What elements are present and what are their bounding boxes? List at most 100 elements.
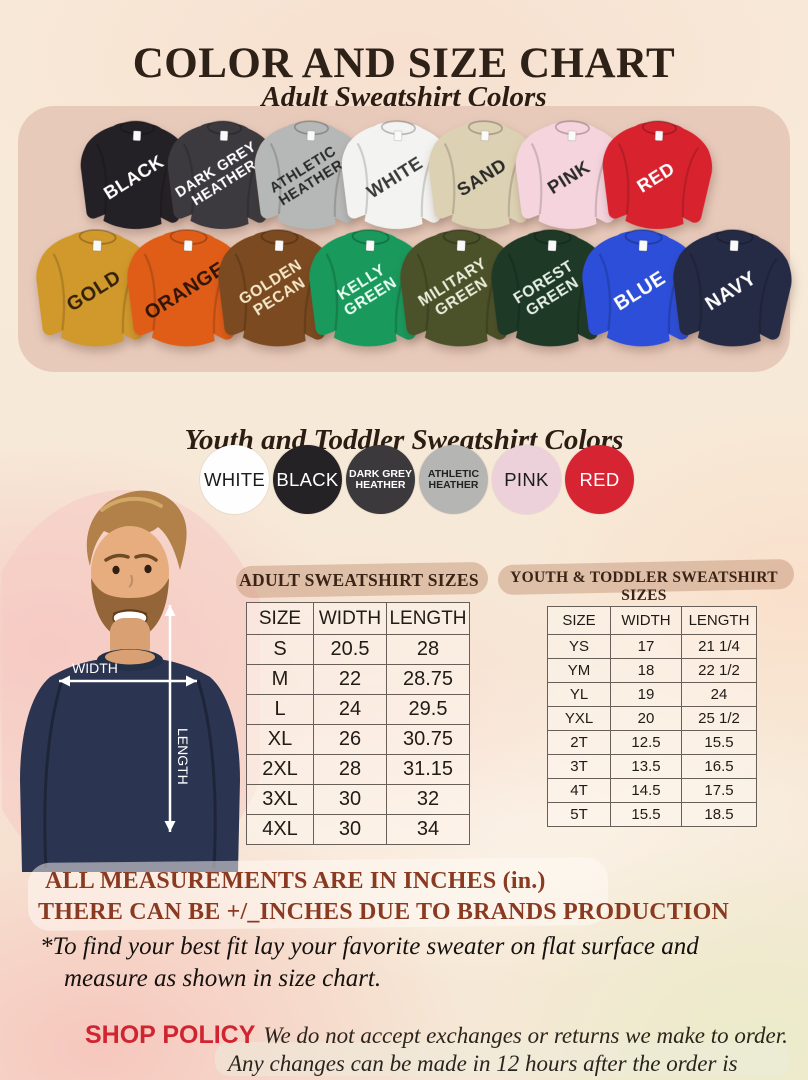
size-table-cell: 14.5 xyxy=(610,778,682,803)
size-table-cell: 24 xyxy=(681,682,757,707)
policy-brushstroke xyxy=(215,1042,790,1076)
size-table-cell: 15.5 xyxy=(610,802,682,827)
size-table-cell: 4T xyxy=(547,778,611,803)
shop-policy-line-2: Any changes can be made in 12 hours afte… xyxy=(228,1051,738,1080)
size-table-row: YL 19 24 xyxy=(547,682,757,707)
left-sleeve-seam xyxy=(43,679,64,869)
size-table-cell: 30 xyxy=(313,814,387,845)
size-table-cell: YL xyxy=(547,682,611,707)
size-table-cell: YXL xyxy=(547,706,611,731)
page-title: COLOR AND SIZE CHART xyxy=(132,39,676,87)
size-table-cell: 20 xyxy=(610,706,682,731)
left-eye xyxy=(112,565,120,575)
right-brow xyxy=(134,553,158,562)
measurements-note-2: THERE CAN BE +/_INCHES DUE TO BRANDS PRO… xyxy=(38,899,729,925)
size-table-header-row: SIZE WIDTH LENGTH xyxy=(547,606,757,635)
size-table-header-cell: LENGTH xyxy=(681,606,757,635)
size-table-row: 2T 12.5 15.5 xyxy=(547,730,757,755)
size-table-cell: XL xyxy=(246,724,314,755)
size-table-cell: 28.75 xyxy=(386,664,470,695)
size-table-cell: 17 xyxy=(610,634,682,659)
right-sleeve-seam xyxy=(196,679,217,869)
size-table-cell: 3XL xyxy=(246,784,314,815)
measurement-arrows xyxy=(59,605,197,832)
width-arrow-label: WIDTH xyxy=(72,660,118,676)
sweatshirt-swatch: GOLDENPECAN xyxy=(207,220,347,354)
sweatshirt-swatch: WHITE xyxy=(331,112,461,236)
sweatshirt-swatch: BLACK xyxy=(70,112,200,236)
model-photo: WIDTH LENGTH xyxy=(2,490,260,872)
right-eye xyxy=(144,564,152,574)
sweatshirt-swatch: RED xyxy=(592,112,722,236)
size-table-header-cell: SIZE xyxy=(246,602,314,635)
size-table-cell: 32 xyxy=(386,784,470,815)
shop-policy-line-1: SHOP POLICY We do not accept exchanges or… xyxy=(85,1021,788,1050)
size-table-cell: 2XL xyxy=(246,754,314,785)
size-table-header-cell: WIDTH xyxy=(610,606,682,635)
size-table-cell: 5T xyxy=(547,802,611,827)
adult-sizes-table: SIZE WIDTH LENGTH S 20.5 28 M 22 28.75 L 24 29.5 XL 2… xyxy=(246,602,470,845)
size-table-cell: 20.5 xyxy=(313,634,387,665)
size-table-cell: 25 1/2 xyxy=(681,706,757,731)
youth-color-swatch: RED xyxy=(565,445,634,514)
size-table-cell: 26 xyxy=(313,724,387,755)
youth-colors-heading: Youth and Toddler Sweatshirt Colors xyxy=(184,424,624,457)
size-table-row: YXL 20 25 1/2 xyxy=(547,706,757,731)
collar-opening xyxy=(105,649,155,665)
size-table-cell: 31.15 xyxy=(386,754,470,785)
size-table-cell: L xyxy=(246,694,314,725)
upper-lip xyxy=(112,609,148,615)
sweatshirt-swatch: FORESTGREEN xyxy=(480,220,620,354)
size-table-cell: M xyxy=(246,664,314,695)
measurements-note-1: ALL MEASUREMENTS ARE IN INCHES (in.) xyxy=(45,868,546,894)
size-table-cell: 21 1/4 xyxy=(681,634,757,659)
fit-tip-line-2: measure as shown in size chart. xyxy=(64,965,382,992)
nose-line xyxy=(128,574,134,588)
size-table-cell: 30.75 xyxy=(386,724,470,755)
size-table-cell: 30 xyxy=(313,784,387,815)
size-table-row: 2XL 28 31.15 xyxy=(246,754,470,785)
size-table-cell: S xyxy=(246,634,314,665)
size-table-cell: 2T xyxy=(547,730,611,755)
size-table-row: 3XL 30 32 xyxy=(246,784,470,815)
size-table-row: XL 26 30.75 xyxy=(246,724,470,755)
size-table-row: S 20.5 28 xyxy=(246,634,470,665)
size-table-header-row: SIZE WIDTH LENGTH xyxy=(246,602,470,635)
youth-color-swatch: DARK GREY HEATHER xyxy=(346,445,415,514)
size-table-cell: 19 xyxy=(610,682,682,707)
size-table-cell: 18.5 xyxy=(681,802,757,827)
size-table-cell: YM xyxy=(547,658,611,683)
sweatshirt-swatch: KELLYGREEN xyxy=(298,220,438,354)
size-table-header-cell: SIZE xyxy=(547,606,611,635)
size-table-cell: 29.5 xyxy=(386,694,470,725)
size-table-cell: 4XL xyxy=(246,814,314,845)
size-table-cell: 13.5 xyxy=(610,754,682,779)
size-table-header-cell: WIDTH xyxy=(313,602,387,635)
size-table-cell: 17.5 xyxy=(681,778,757,803)
size-table-cell: 16.5 xyxy=(681,754,757,779)
youth-color-swatch: WHITE xyxy=(200,445,269,514)
fit-tip-line-1: *To find your best fit lay your favorite… xyxy=(40,933,699,960)
youth-sizes-table: SIZE WIDTH LENGTH YS 17 21 1/4 YM 18 22 1/2 YL 19 2… xyxy=(547,606,757,827)
adult-colors-row-1: BLACK DARK GREYHEATHER ATHLETICHEATHER W… xyxy=(70,112,713,236)
sweatshirt-swatch: BLUE xyxy=(571,220,711,354)
shop-policy-label: SHOP POLICY xyxy=(85,1021,256,1049)
size-table-header-cell: LENGTH xyxy=(386,602,470,635)
size-table-cell: 18 xyxy=(610,658,682,683)
hair-highlight xyxy=(100,496,163,512)
size-table-cell: 34 xyxy=(386,814,470,845)
size-table-cell: 22 xyxy=(313,664,387,695)
size-table-row: YS 17 21 1/4 xyxy=(547,634,757,659)
size-table-row: M 22 28.75 xyxy=(246,664,470,695)
model-face xyxy=(91,526,169,618)
left-brow xyxy=(104,553,130,562)
sweatshirt-swatch: PINK xyxy=(505,112,635,236)
size-table-row: YM 18 22 1/2 xyxy=(547,658,757,683)
shop-policy-text-1: We do not accept exchanges or returns we… xyxy=(263,1023,788,1048)
sweatshirt-swatch: DARK GREYHEATHER xyxy=(157,112,287,236)
size-table-cell: 12.5 xyxy=(610,730,682,755)
size-table-cell: 3T xyxy=(547,754,611,779)
size-table-cell: 28 xyxy=(313,754,387,785)
size-table-cell: 15.5 xyxy=(681,730,757,755)
